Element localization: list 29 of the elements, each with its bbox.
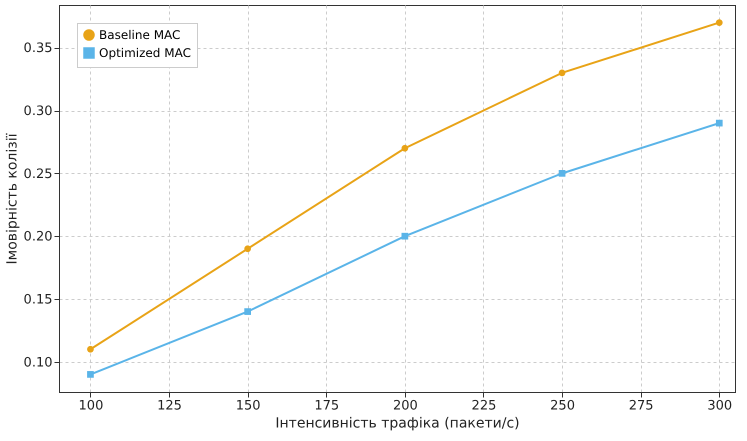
y-tick-label: 0.10 [24,355,52,370]
point [87,346,94,353]
y-tick-label: 0.35 [24,41,52,56]
legend-label: Optimized MAC [99,46,191,60]
point [402,232,408,240]
y-tick-label: 0.30 [24,104,52,120]
point [558,170,566,177]
legend-label: Baseline MAC [99,28,180,42]
x-tick-label: 150 [236,398,261,414]
point [244,245,252,252]
point [244,308,252,315]
point [716,120,723,126]
y-axis-title: Імовірність колізії [4,133,21,264]
x-tick-label: 225 [472,398,496,414]
x-tick-label: 100 [78,398,104,414]
point [716,19,723,26]
x-tick-label: 300 [707,398,732,414]
x-tick-label: 200 [392,398,418,414]
x-tick-label: 125 [157,398,182,414]
point [558,70,566,76]
y-tick-label: 0.15 [24,292,52,308]
x-axis-title: Інтенсивність трафіка (пакети/с) [275,416,520,432]
point [87,371,94,378]
y-tick-label: 0.25 [24,166,52,182]
x-tick-label: 175 [314,398,340,414]
y-tick-label: 0.20 [24,230,52,245]
point [402,144,408,152]
x-tick-label: 275 [628,398,654,414]
x-tick-label: 250 [550,398,575,414]
